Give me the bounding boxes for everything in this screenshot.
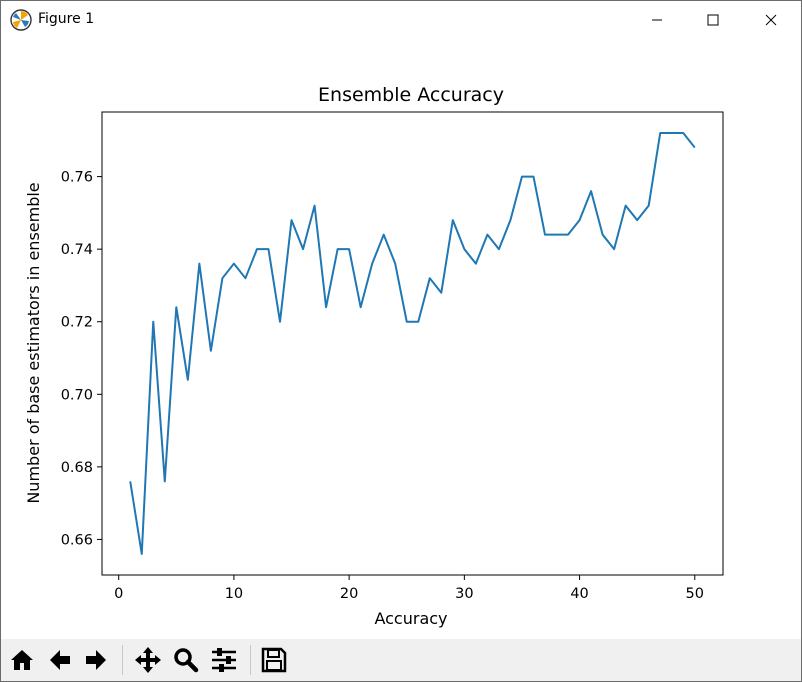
arrow-right-icon [86,650,106,670]
home-icon [11,650,33,670]
x-tick-label: 40 [570,586,588,602]
x-axis: 0 10 20 30 40 50 [114,575,704,602]
sliders-icon [212,648,236,672]
axes-frame [101,111,724,576]
y-tick-label: 0.76 [61,170,93,186]
y-tick-label: 0.68 [61,460,93,476]
y-tick-label: 0.66 [61,532,93,548]
x-tick-label: 30 [455,586,473,602]
move-icon [135,647,161,673]
floppy-disk-icon [261,647,287,673]
save-button[interactable] [259,645,289,675]
y-axis-label: Number of base estimators in ensemble [24,182,43,503]
x-tick-label: 10 [225,586,243,602]
maximize-icon [707,14,719,26]
minimize-button[interactable] [629,1,685,39]
y-tick-label: 0.74 [61,242,93,258]
zoom-button[interactable] [171,645,201,675]
accuracy-line [129,132,696,555]
x-tick-label: 50 [686,586,704,602]
title-bar[interactable]: Figure 1 [1,1,801,39]
toolbar-separator [122,645,123,675]
matplotlib-logo-icon [10,9,32,31]
configure-subplots-button[interactable] [209,645,239,675]
figure-canvas[interactable]: Ensemble Accuracy 0 10 20 30 40 50 0.66 0.68 0.… [1,39,801,639]
close-icon [765,14,777,26]
x-tick-label: 20 [340,586,358,602]
x-tick-label: 0 [114,586,123,602]
maximize-button[interactable] [685,1,741,39]
y-axis: 0.66 0.68 0.70 0.72 0.74 0.76 [61,170,102,548]
magnifier-icon [174,648,199,673]
navigation-toolbar [1,639,801,681]
chart-title: Ensemble Accuracy [318,84,504,106]
back-button[interactable] [45,645,75,675]
window-title: Figure 1 [38,11,95,27]
y-tick-label: 0.72 [61,315,93,331]
home-button[interactable] [7,645,37,675]
y-tick-label: 0.70 [61,387,93,403]
forward-button[interactable] [81,645,111,675]
toolbar-separator [250,645,251,675]
data-points [130,133,695,554]
line-chart: Ensemble Accuracy 0 10 20 30 40 50 0.660.680.… [24,84,724,628]
close-button[interactable] [743,1,799,39]
x-axis-label: Accuracy [374,609,447,628]
pan-button[interactable] [133,645,163,675]
minimize-icon [652,19,662,21]
arrow-left-icon [50,650,70,670]
